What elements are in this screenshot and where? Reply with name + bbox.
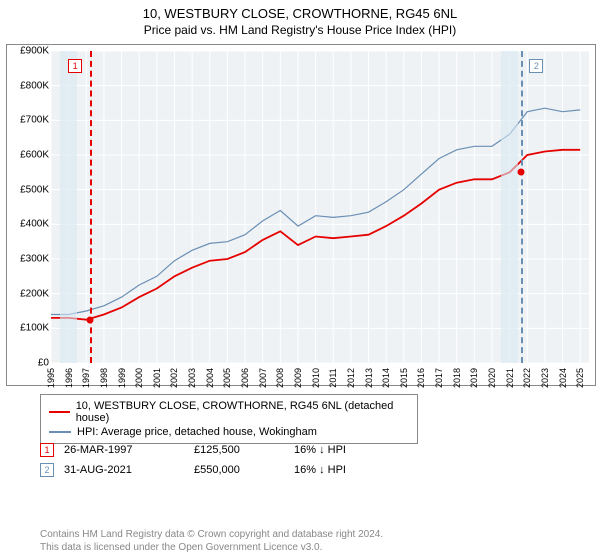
legend-swatch bbox=[49, 431, 71, 433]
table-row: 2 31-AUG-2021 £550,000 16% ↓ HPI bbox=[40, 460, 560, 480]
chart-container: £0£100K£200K£300K£400K£500K£600K£700K£80… bbox=[6, 44, 596, 386]
footnote-line: This data is licensed under the Open Gov… bbox=[40, 542, 322, 553]
transactions-table: 1 26-MAR-1997 £125,500 16% ↓ HPI 2 31-AU… bbox=[40, 440, 560, 480]
event-marker: 1 bbox=[40, 443, 54, 457]
legend-label: 10, WESTBURY CLOSE, CROWTHORNE, RG45 6NL… bbox=[76, 400, 409, 424]
event-marker: 2 bbox=[40, 463, 54, 477]
table-row: 1 26-MAR-1997 £125,500 16% ↓ HPI bbox=[40, 440, 560, 460]
transaction-hpi-delta: 16% ↓ HPI bbox=[294, 464, 394, 476]
footnote-line: Contains HM Land Registry data © Crown c… bbox=[40, 529, 383, 540]
chart-subtitle: Price paid vs. HM Land Registry's House … bbox=[0, 21, 600, 41]
footnote: Contains HM Land Registry data © Crown c… bbox=[40, 528, 560, 554]
transaction-price: £125,500 bbox=[194, 444, 294, 456]
chart-title: 10, WESTBURY CLOSE, CROWTHORNE, RG45 6NL bbox=[0, 0, 600, 21]
plot-area: 12 bbox=[51, 51, 589, 363]
legend: 10, WESTBURY CLOSE, CROWTHORNE, RG45 6NL… bbox=[40, 394, 418, 444]
transaction-price: £550,000 bbox=[194, 464, 294, 476]
legend-label: HPI: Average price, detached house, Woki… bbox=[77, 426, 317, 438]
legend-item: 10, WESTBURY CLOSE, CROWTHORNE, RG45 6NL… bbox=[49, 399, 409, 425]
transaction-date: 26-MAR-1997 bbox=[64, 444, 194, 456]
transaction-date: 31-AUG-2021 bbox=[64, 464, 194, 476]
legend-swatch bbox=[49, 411, 70, 413]
transaction-hpi-delta: 16% ↓ HPI bbox=[294, 444, 394, 456]
legend-item: HPI: Average price, detached house, Woki… bbox=[49, 425, 409, 439]
